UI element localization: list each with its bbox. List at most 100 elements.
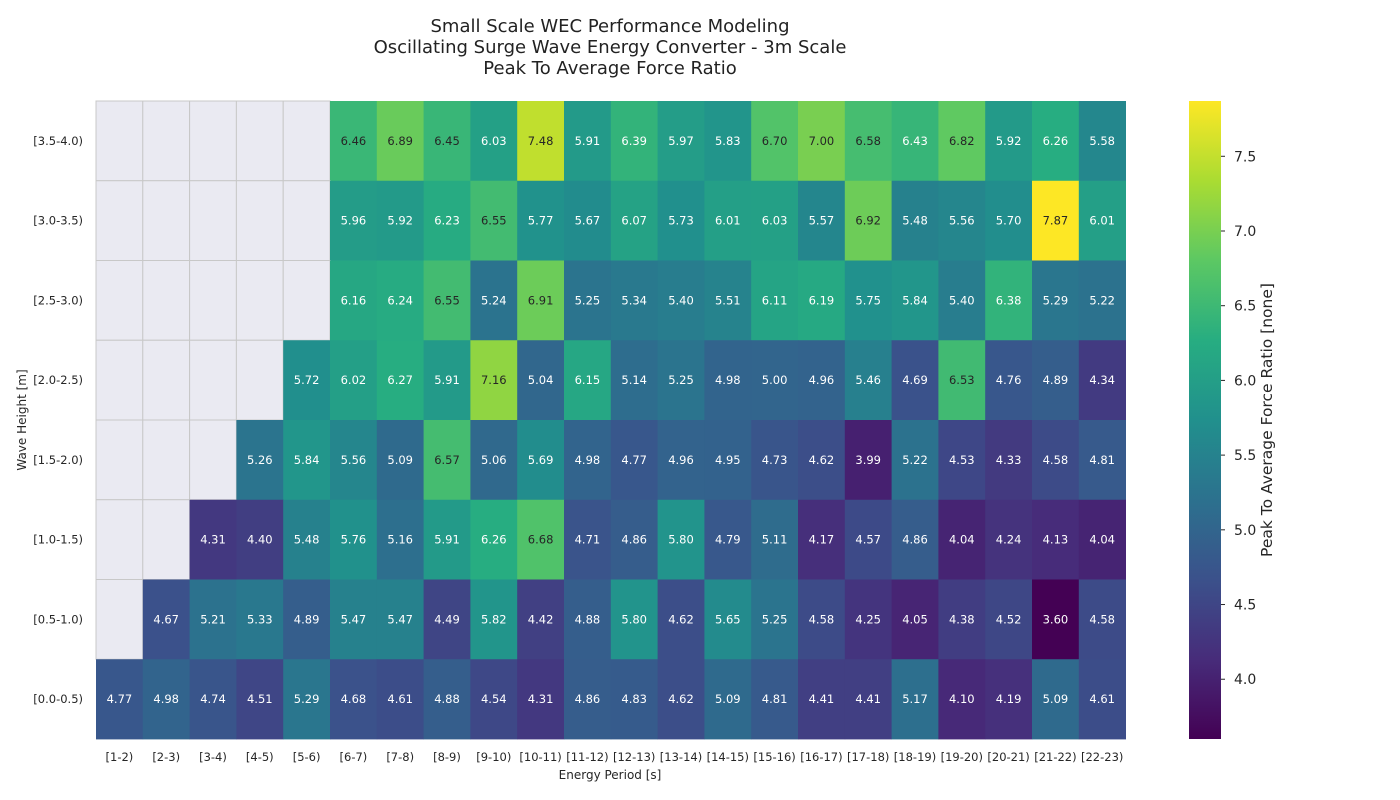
- heatmap-cell: [423, 101, 471, 182]
- heatmap-cell: [236, 579, 284, 660]
- cell-value-label: 5.73: [668, 214, 694, 228]
- x-tick-label: [1-2): [106, 750, 134, 764]
- heatmap-cell: [564, 659, 612, 740]
- heatmap-cell-empty: [189, 260, 237, 341]
- cell-value-label: 6.23: [434, 214, 460, 228]
- cell-value-label: 6.15: [575, 373, 601, 387]
- heatmap-cell: [1078, 260, 1126, 341]
- heatmap-cell: [844, 260, 892, 341]
- cell-value-label: 6.92: [855, 214, 881, 228]
- cell-value-label: 6.55: [481, 214, 507, 228]
- heatmap-cell: [938, 579, 986, 660]
- heatmap-cell: [891, 340, 939, 421]
- cell-value-label: 5.67: [575, 214, 601, 228]
- x-tick-label: [22-23): [1081, 750, 1123, 764]
- cell-value-label: 4.41: [855, 692, 881, 706]
- heatmap-cell: [517, 101, 565, 182]
- heatmap-cell: [376, 499, 424, 580]
- cell-value-label: 5.25: [575, 293, 601, 307]
- heatmap-cell: [985, 420, 1033, 501]
- heatmap-cell: [423, 499, 471, 580]
- x-tick-label: [20-21): [987, 750, 1029, 764]
- heatmap-cell: [330, 340, 378, 421]
- heatmap-cell: [704, 659, 752, 740]
- cell-value-label: 5.91: [575, 134, 601, 148]
- heatmap-cell: [751, 579, 799, 660]
- heatmap-cell-empty: [282, 100, 331, 182]
- heatmap-cell: [1032, 180, 1080, 261]
- cell-value-label: 3.60: [1043, 612, 1069, 626]
- cell-value-label: 4.74: [200, 692, 226, 706]
- x-tick-label: [5-6): [293, 750, 321, 764]
- heatmap-cell: [891, 101, 939, 182]
- cell-value-label: 5.47: [341, 612, 367, 626]
- heatmap-cell: [844, 499, 892, 580]
- y-tick-label: [1.5-2.0): [33, 453, 83, 467]
- cell-value-label: 5.91: [434, 533, 460, 547]
- cell-value-label: 4.73: [762, 453, 788, 467]
- cell-value-label: 5.09: [1043, 692, 1069, 706]
- heatmap-cell-empty: [142, 499, 191, 580]
- heatmap-cell: [985, 499, 1033, 580]
- cell-value-label: 4.24: [996, 533, 1022, 547]
- x-tick-label: [9-10): [476, 750, 511, 764]
- cell-value-label: 5.91: [434, 373, 460, 387]
- cell-value-label: 4.86: [902, 533, 928, 547]
- cell-value-label: 4.41: [809, 692, 835, 706]
- cell-value-label: 5.46: [855, 373, 881, 387]
- cell-value-label: 4.05: [902, 612, 928, 626]
- cell-value-label: 5.80: [668, 533, 694, 547]
- heatmap-cell: [844, 101, 892, 182]
- heatmap-cell: [330, 579, 378, 660]
- colorbar-tick-label: 7.0: [1234, 224, 1256, 240]
- y-tick-labels: [3.5-4.0) [3.0-3.5) [2.5-3.0) [2.0-2.5) [1.5…: [33, 134, 83, 706]
- cell-value-label: 4.40: [247, 533, 273, 547]
- cell-value-label: 6.11: [762, 293, 788, 307]
- title-line-3: Peak To Average Force Ratio: [483, 58, 736, 79]
- cell-value-label: 5.84: [294, 453, 320, 467]
- cell-value-label: 6.58: [855, 134, 881, 148]
- heatmap-cell: [470, 101, 518, 182]
- cell-value-label: 5.09: [715, 692, 741, 706]
- colorbar: [1189, 101, 1221, 739]
- heatmap-cell: [283, 499, 331, 580]
- cell-value-label: 4.61: [387, 692, 413, 706]
- cell-value-label: 6.82: [949, 134, 975, 148]
- heatmap-cell: [189, 659, 237, 740]
- heatmap-cell-empty: [142, 419, 191, 501]
- heatmap-cell: [564, 180, 612, 261]
- heatmap-cell: [564, 420, 612, 501]
- heatmap-cell-empty: [142, 100, 191, 182]
- heatmap-cell: [798, 659, 846, 740]
- heatmap-cell: [423, 420, 471, 501]
- heatmap-cell-empty: [142, 260, 191, 341]
- colorbar-tick-label: 7.5: [1234, 149, 1256, 165]
- heatmap-cells: [95, 100, 1126, 740]
- colorbar-tick-label: 6.0: [1234, 373, 1256, 389]
- heatmap-cell: [704, 101, 752, 182]
- x-tick-label: [3-4): [199, 750, 227, 764]
- cell-value-label: 5.69: [528, 453, 554, 467]
- colorbar-tick-label: 6.5: [1234, 299, 1256, 315]
- cell-value-label: 7.87: [1043, 214, 1069, 228]
- heatmap-cell: [751, 180, 799, 261]
- cell-value-label: 4.42: [528, 612, 554, 626]
- heatmap-cell: [564, 260, 612, 341]
- heatmap-cell: [798, 499, 846, 580]
- heatmap-cell: [938, 180, 986, 261]
- cell-value-label: 5.25: [762, 612, 788, 626]
- cell-value-label: 4.49: [434, 612, 460, 626]
- heatmap-cell: [1032, 101, 1080, 182]
- y-tick-label: [2.5-3.0): [33, 293, 83, 307]
- heatmap-cell: [517, 579, 565, 660]
- cell-value-label: 5.56: [949, 214, 975, 228]
- title-line-2: Oscillating Surge Wave Energy Converter …: [374, 37, 847, 58]
- heatmap-cell: [330, 260, 378, 341]
- heatmap-cell: [610, 420, 658, 501]
- heatmap-cell: [376, 340, 424, 421]
- cell-value-label: 4.88: [434, 692, 460, 706]
- x-tick-label: [15-16): [753, 750, 795, 764]
- heatmap-cell: [657, 260, 705, 341]
- heatmap-cell: [423, 180, 471, 261]
- cell-value-label: 4.19: [996, 692, 1022, 706]
